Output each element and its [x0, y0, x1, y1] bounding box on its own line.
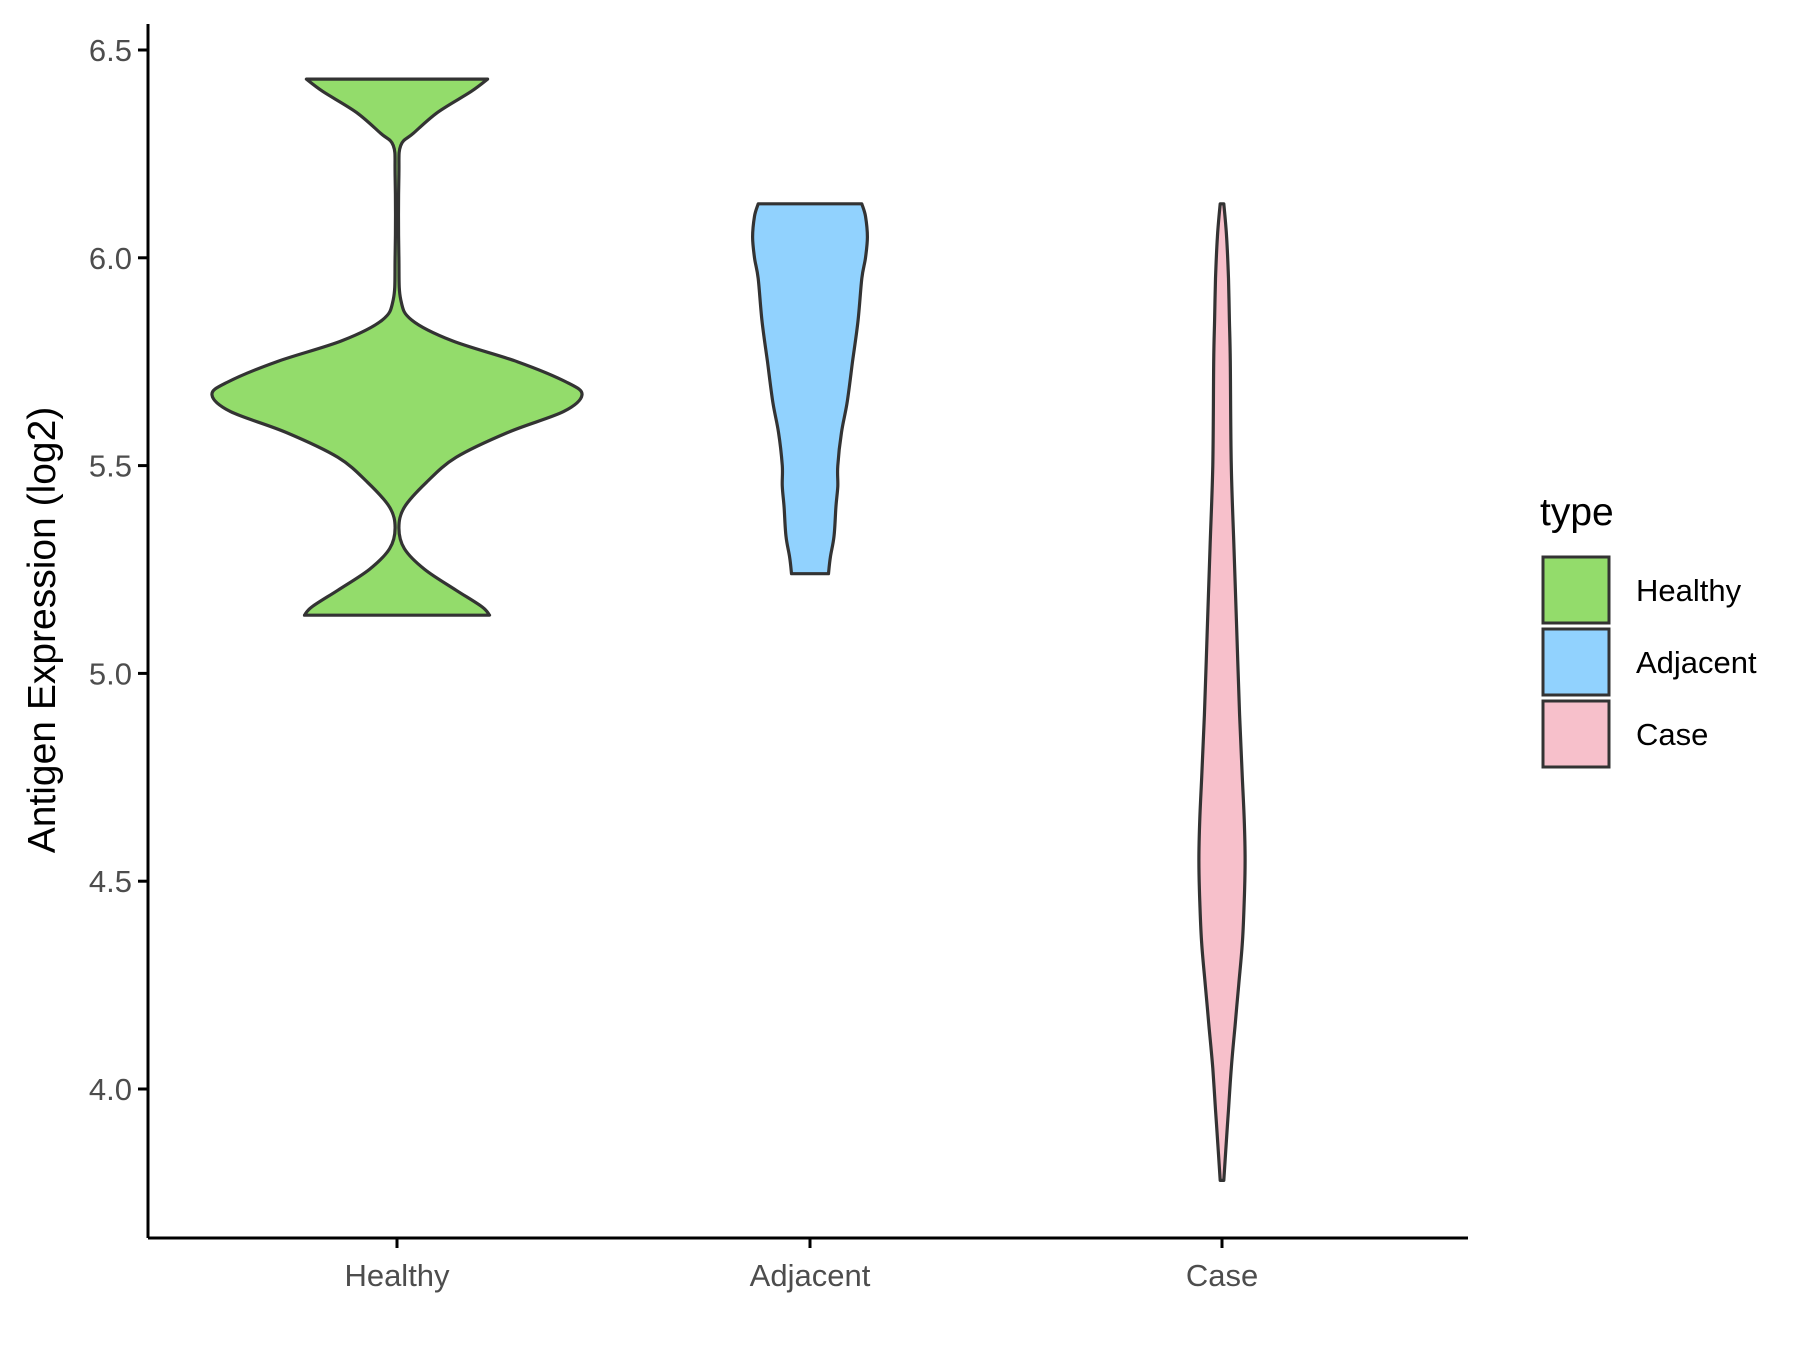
legend-title: type — [1540, 491, 1614, 534]
legend-swatch-adjacent — [1541, 627, 1611, 697]
y-tick-label: 4.0 — [89, 1072, 132, 1107]
x-tick-label: Adjacent — [750, 1258, 871, 1293]
legend-label-adjacent: Adjacent — [1636, 645, 1757, 680]
y-axis-ticks: 4.0 4.5 5.0 5.5 6.0 6.5 — [89, 33, 148, 1107]
legend-label-case: Case — [1636, 717, 1708, 752]
y-tick-label: 4.5 — [89, 864, 132, 899]
violin-layer — [210, 77, 1247, 1182]
violin-adjacent — [751, 202, 869, 576]
legend-swatch-case — [1541, 699, 1611, 769]
y-tick-label: 6.0 — [89, 241, 132, 276]
y-tick-label: 5.0 — [89, 656, 132, 691]
y-tick-label: 5.5 — [89, 449, 132, 484]
legend: type Healthy Adjacent Case — [1540, 491, 1757, 769]
violin-case — [1197, 202, 1247, 1182]
x-tick-label: Case — [1186, 1258, 1258, 1293]
x-axis-ticks: Healthy Adjacent Case — [344, 1238, 1258, 1293]
violin-healthy — [210, 77, 584, 617]
y-axis-title: Antigen Expression (log2) — [21, 407, 64, 854]
x-tick-label: Healthy — [344, 1258, 450, 1293]
y-tick-label: 6.5 — [89, 33, 132, 68]
legend-swatch-healthy — [1541, 555, 1611, 625]
legend-label-healthy: Healthy — [1636, 573, 1742, 608]
